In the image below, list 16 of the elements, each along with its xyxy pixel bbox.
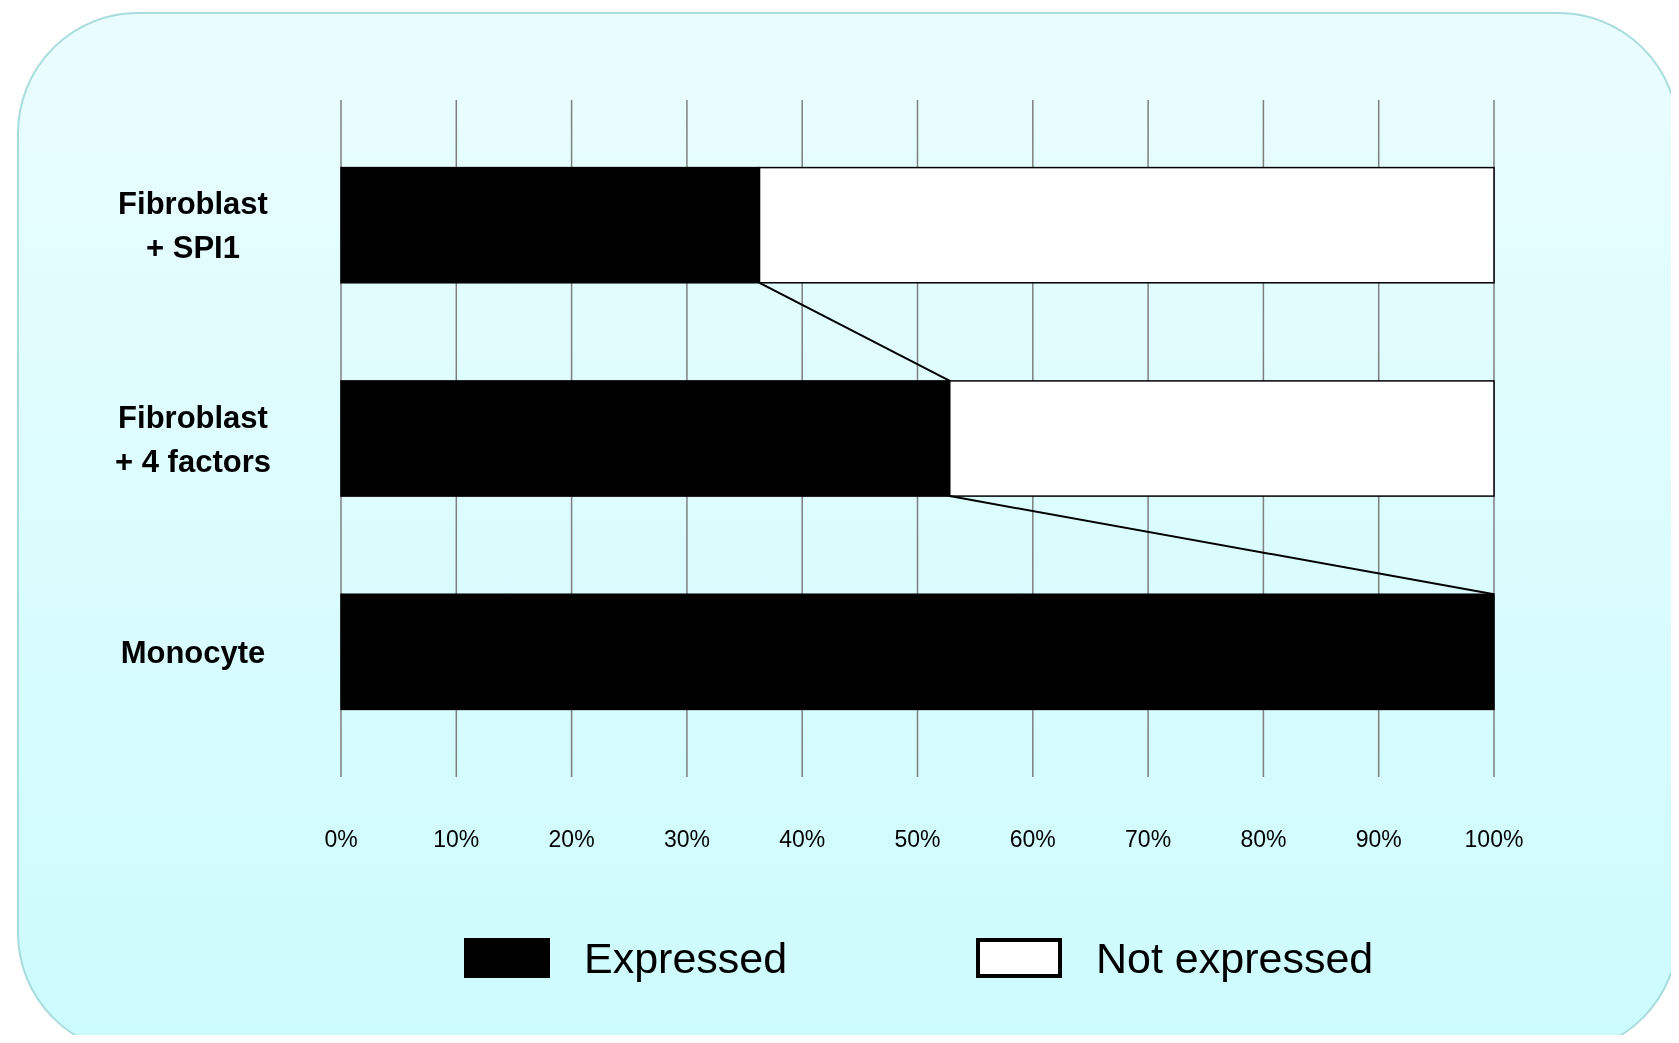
x-tick-label: 100%	[1464, 826, 1524, 852]
y-tick-label: Fibroblast + 4 factors	[115, 399, 271, 479]
x-tick-label: 70%	[1125, 826, 1172, 852]
x-tick-label: 80%	[1240, 826, 1287, 852]
y-tick-label: Monocyte	[120, 634, 266, 670]
x-tick-label: 0%	[324, 826, 358, 852]
x-tick-label: 10%	[433, 826, 480, 852]
x-tick-label: 90%	[1355, 826, 1402, 852]
legend-label: Not expressed	[1096, 934, 1374, 982]
legend-label: Expressed	[584, 934, 788, 982]
y-tick-label: Fibroblast + SPI1	[118, 186, 268, 266]
x-tick-label: 60%	[1009, 826, 1056, 852]
x-tick-label: 20%	[548, 826, 595, 852]
x-tick-label: 50%	[894, 826, 941, 852]
x-tick-label: 30%	[663, 826, 710, 852]
x-tick-label: 40%	[779, 826, 826, 852]
